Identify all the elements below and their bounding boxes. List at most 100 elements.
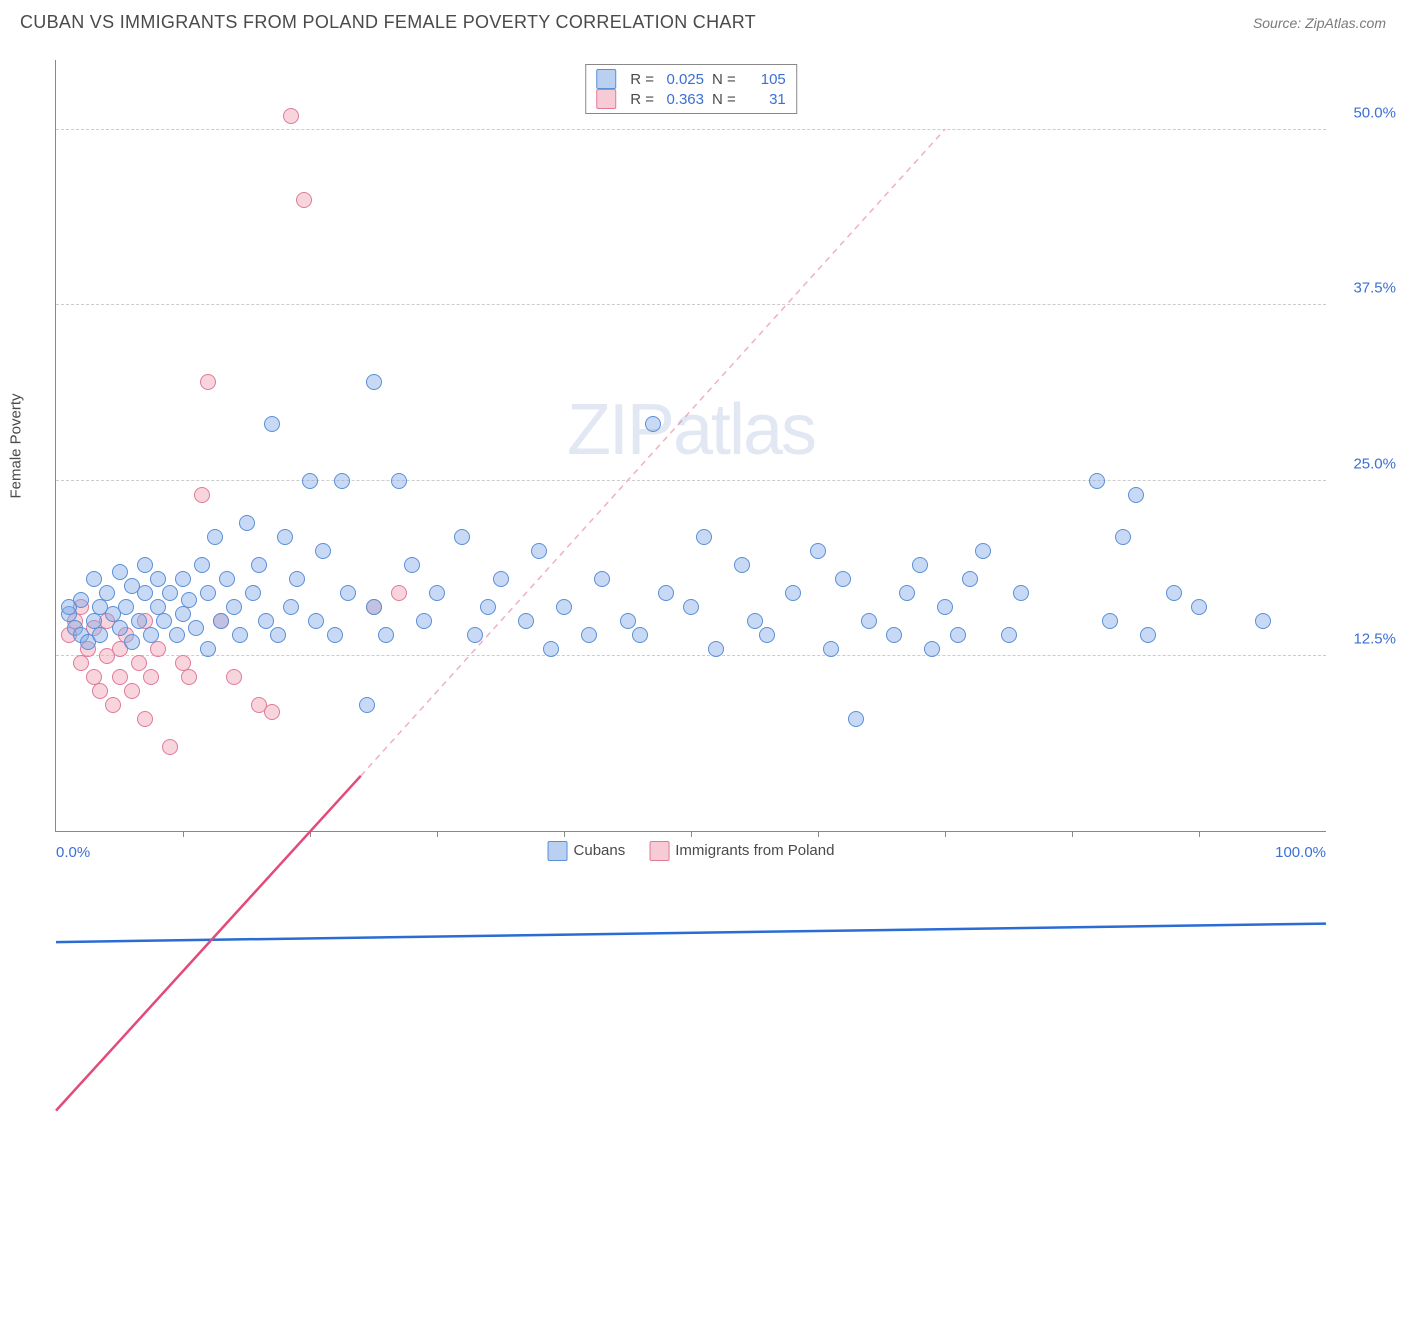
scatter-point-blue (1255, 613, 1271, 629)
y-tick-label: 50.0% (1336, 105, 1396, 122)
scatter-point-blue (188, 620, 204, 636)
scatter-point-blue (283, 599, 299, 615)
scatter-point-pink (200, 374, 216, 390)
scatter-point-blue (543, 641, 559, 657)
scatter-point-blue (632, 627, 648, 643)
scatter-point-pink (112, 669, 128, 685)
scatter-point-blue (975, 543, 991, 559)
scatter-point-blue (962, 571, 978, 587)
scatter-point-blue (899, 585, 915, 601)
x-tick-mark (564, 831, 565, 837)
scatter-point-blue (493, 571, 509, 587)
scatter-point-blue (683, 599, 699, 615)
scatter-point-pink (162, 739, 178, 755)
scatter-point-blue (696, 529, 712, 545)
scatter-point-blue (232, 627, 248, 643)
scatter-point-blue (99, 585, 115, 601)
scatter-point-blue (302, 473, 318, 489)
scatter-point-blue (239, 515, 255, 531)
scatter-point-blue (1140, 627, 1156, 643)
scatter-point-blue (810, 543, 826, 559)
legend-swatch-blue (548, 841, 568, 861)
scatter-point-pink (73, 655, 89, 671)
scatter-point-blue (480, 599, 496, 615)
x-tick-mark (1072, 831, 1073, 837)
scatter-point-blue (327, 627, 343, 643)
legend-n-blue: 105 (744, 71, 786, 88)
scatter-point-blue (73, 592, 89, 608)
scatter-point-blue (340, 585, 356, 601)
scatter-point-blue (378, 627, 394, 643)
scatter-point-blue (270, 627, 286, 643)
scatter-point-blue (658, 585, 674, 601)
gridline (56, 480, 1326, 481)
scatter-point-blue (251, 557, 267, 573)
scatter-point-pink (194, 487, 210, 503)
chart-area: Female Poverty ZIPatlas 12.5%25.0%37.5%5… (55, 60, 1326, 832)
scatter-point-blue (315, 543, 331, 559)
scatter-point-blue (359, 697, 375, 713)
scatter-point-blue (823, 641, 839, 657)
scatter-point-blue (162, 585, 178, 601)
legend-n-label: N = (712, 91, 736, 108)
scatter-point-blue (937, 599, 953, 615)
scatter-point-pink (181, 669, 197, 685)
x-axis-max-label: 100.0% (1275, 844, 1326, 861)
scatter-point-pink (137, 711, 153, 727)
scatter-point-blue (467, 627, 483, 643)
scatter-point-blue (950, 627, 966, 643)
scatter-point-blue (213, 613, 229, 629)
scatter-point-blue (200, 585, 216, 601)
scatter-point-blue (759, 627, 775, 643)
scatter-point-blue (708, 641, 724, 657)
scatter-point-blue (137, 557, 153, 573)
gridline (56, 304, 1326, 305)
scatter-point-blue (175, 571, 191, 587)
legend-n-pink: 31 (744, 91, 786, 108)
scatter-point-blue (226, 599, 242, 615)
scatter-point-blue (181, 592, 197, 608)
scatter-point-blue (1013, 585, 1029, 601)
x-tick-mark (310, 831, 311, 837)
scatter-point-blue (112, 620, 128, 636)
legend-label-pink: Immigrants from Poland (675, 842, 834, 859)
scatter-point-blue (429, 585, 445, 601)
legend-swatch-pink (596, 89, 616, 109)
scatter-point-blue (150, 571, 166, 587)
legend-n-label: N = (712, 71, 736, 88)
scatter-point-blue (112, 564, 128, 580)
legend-r-label: R = (630, 71, 654, 88)
scatter-point-blue (1089, 473, 1105, 489)
scatter-point-blue (200, 641, 216, 657)
scatter-point-blue (912, 557, 928, 573)
legend-r-label: R = (630, 91, 654, 108)
scatter-point-pink (105, 697, 121, 713)
plot-region: 12.5%25.0%37.5%50.0% (56, 60, 1326, 831)
scatter-point-blue (645, 416, 661, 432)
scatter-point-blue (264, 416, 280, 432)
scatter-point-blue (861, 613, 877, 629)
scatter-point-blue (416, 613, 432, 629)
scatter-point-pink (92, 683, 108, 699)
scatter-point-blue (207, 529, 223, 545)
scatter-point-blue (86, 571, 102, 587)
scatter-point-pink (226, 669, 242, 685)
scatter-point-pink (150, 641, 166, 657)
source-attribution: Source: ZipAtlas.com (1253, 15, 1386, 31)
y-tick-label: 12.5% (1336, 630, 1396, 647)
y-tick-label: 25.0% (1336, 455, 1396, 472)
correlation-legend: R = 0.025 N = 105 R = 0.363 N = 31 (585, 64, 797, 114)
scatter-point-blue (734, 557, 750, 573)
scatter-point-blue (143, 627, 159, 643)
legend-swatch-pink (649, 841, 669, 861)
scatter-point-blue (886, 627, 902, 643)
scatter-point-blue (169, 627, 185, 643)
scatter-point-blue (118, 599, 134, 615)
scatter-point-blue (594, 571, 610, 587)
x-tick-mark (1199, 831, 1200, 837)
scatter-point-blue (556, 599, 572, 615)
scatter-point-blue (194, 557, 210, 573)
x-tick-mark (437, 831, 438, 837)
legend-r-blue: 0.025 (662, 71, 704, 88)
scatter-point-blue (1191, 599, 1207, 615)
